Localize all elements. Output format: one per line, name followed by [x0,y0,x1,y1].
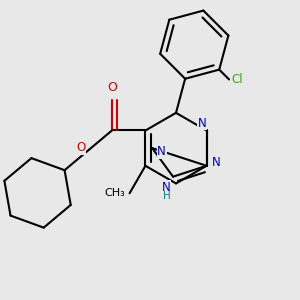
Text: N: N [212,156,220,169]
Text: O: O [76,141,85,154]
Text: N: N [162,181,170,194]
Text: N: N [198,117,206,130]
Text: CH₃: CH₃ [104,188,125,198]
Text: N: N [157,146,166,158]
Text: H: H [163,191,170,201]
Text: Cl: Cl [232,73,243,86]
Text: O: O [107,81,117,94]
